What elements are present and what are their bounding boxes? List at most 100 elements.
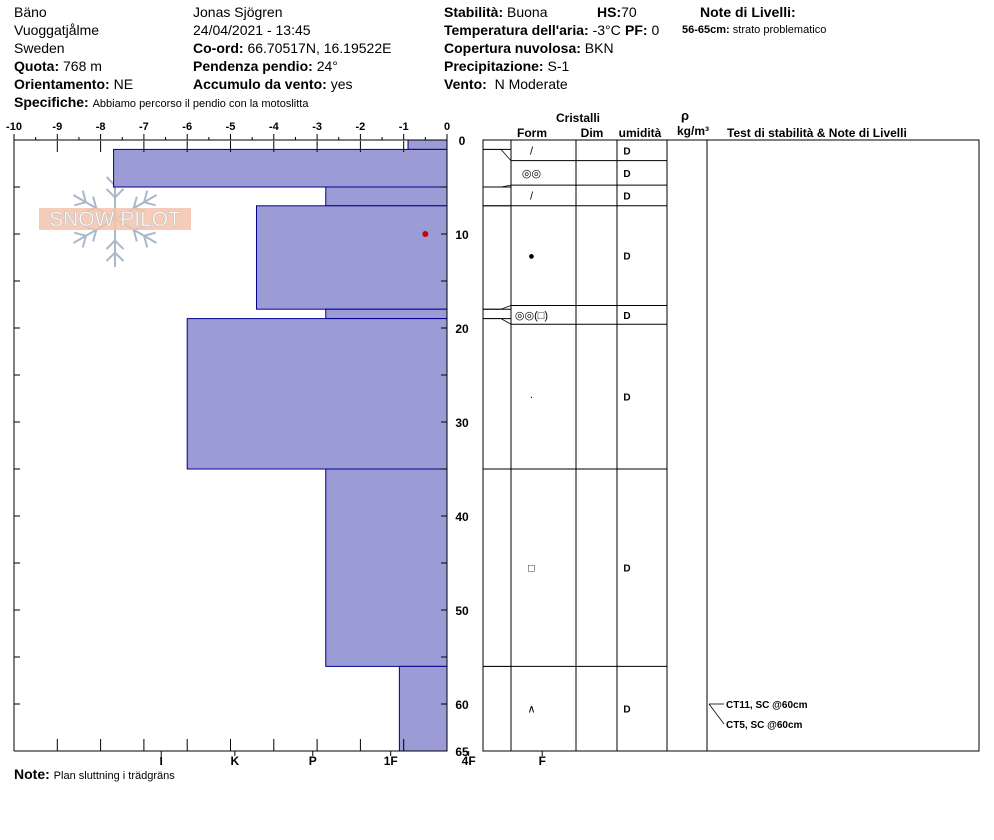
snow-pilot-logo: SNOW PILOT: [39, 171, 191, 267]
snowflake-branch: [74, 231, 87, 237]
hardness-label: F: [539, 754, 546, 768]
crystal-form: /: [530, 190, 534, 202]
cloud-cover: Copertura nuvolosa: BKN: [444, 40, 614, 56]
snowflake-branch: [92, 229, 98, 242]
snowflake-branch: [114, 251, 125, 262]
moisture-value: D: [623, 146, 630, 157]
penetration: PF: 0: [625, 22, 660, 38]
coordinates: Co-ord: 66.70517N, 16.19522E: [193, 40, 391, 56]
top-axis-label: -3: [312, 121, 322, 133]
layer-notes-title: Note di Livelli:: [700, 4, 796, 20]
country-name: Sweden: [14, 40, 65, 56]
note-label: Note:: [14, 766, 50, 782]
table-frame: [482, 139, 980, 752]
moisture-header: umidità: [619, 126, 662, 140]
snowflake-branch: [92, 196, 98, 209]
slope-angle: Pendenza pendio: 24°: [193, 58, 338, 74]
moisture-value: D: [623, 311, 630, 322]
depth-label: 30: [455, 416, 469, 430]
snowflake-branch: [143, 235, 149, 248]
temperature-point: [422, 231, 429, 237]
coords-label: Co-ord:: [193, 40, 244, 56]
snowflake-branch: [143, 201, 156, 207]
crystal-form: ·: [530, 392, 534, 404]
wind-loading: Accumulo da vento: yes: [193, 76, 352, 92]
pf-label: PF:: [625, 22, 648, 38]
snowflake-branch: [81, 190, 87, 203]
moisture-value: D: [623, 705, 630, 716]
top-axis-label: -9: [52, 121, 62, 133]
depth-label: 10: [455, 228, 469, 242]
snowflake-branch: [105, 188, 116, 199]
moisture-value: D: [623, 169, 630, 180]
hs-label: HS:: [597, 4, 622, 20]
hardness-bar: [407, 139, 448, 150]
specifics: Specifiche: Abbiamo percorso il pendio c…: [14, 94, 308, 112]
depth-label: 60: [455, 698, 469, 712]
hardness-bars: [113, 139, 448, 752]
hardness-bar: [325, 186, 448, 207]
slope-value: 24°: [316, 58, 338, 74]
observation-datetime: 24/04/2021 - 13:45: [193, 22, 311, 38]
depth-label: 20: [455, 322, 469, 336]
hardness-bar: [113, 148, 448, 188]
density-symbol: ρ: [681, 108, 689, 123]
stability-test: CT5, SC @60cm: [726, 720, 803, 731]
snowflake-branch: [105, 251, 116, 262]
layer-connector: [483, 149, 512, 161]
crystal-form: ◎◎(□): [515, 310, 548, 322]
depth-label: 65: [455, 745, 469, 759]
top-axis-label: -1: [399, 121, 409, 133]
size-header: Dim: [581, 126, 604, 140]
crystals-header: Cristalli: [556, 111, 600, 125]
snowflake-branch: [132, 196, 138, 209]
layer-note-text: strato problematico: [732, 24, 827, 36]
wind-label: Vento:: [444, 76, 487, 92]
depth-label: 0: [459, 134, 466, 148]
layer-connector: [483, 318, 512, 325]
elevation-label: Quota:: [14, 58, 60, 74]
snowflake-branch: [105, 239, 116, 250]
logo-text: SNOW PILOT: [49, 208, 181, 231]
top-axis-label: -10: [6, 121, 22, 133]
hardness-label: P: [309, 754, 317, 768]
test-pointer: [708, 703, 725, 725]
crystal-form: /: [530, 145, 534, 157]
hardness-label: 1F: [384, 754, 398, 768]
specifics-label: Specifiche:: [14, 94, 89, 110]
stability-value: Buona: [507, 4, 548, 20]
top-axis-label: -5: [226, 121, 236, 133]
depth-label: 40: [455, 510, 469, 524]
layer-table: / D ◎◎ D / D ● D ◎◎(□) D · D □ D ∧ D CT11, SC @60cm CT5, …: [482, 139, 980, 752]
wind-loading-value: yes: [330, 76, 353, 92]
layer-connector: [483, 305, 512, 310]
density-unit: kg/m³: [677, 124, 709, 138]
wind-loading-label: Accumulo da vento:: [193, 76, 327, 92]
note-value: Plan sluttning i trädgräns: [53, 770, 175, 782]
air-temp-label: Temperatura dell'aria:: [444, 22, 589, 38]
observer-name: Jonas Sjögren: [193, 4, 283, 20]
region-name: Vuoggatjålme: [14, 22, 100, 38]
top-axis-label: 0: [444, 121, 450, 133]
moisture-value: D: [623, 393, 630, 404]
top-axis-label: -2: [356, 121, 366, 133]
stability-label: Stabilità:: [444, 4, 504, 20]
aspect-value: NE: [113, 76, 134, 92]
air-temperature: Temperatura dell'aria: -3°C: [444, 22, 621, 38]
hardness-label: I: [160, 754, 163, 768]
hardness-label: K: [230, 754, 239, 768]
precip-label: Precipitazione:: [444, 58, 544, 74]
stability-test: CT11, SC @60cm: [726, 700, 808, 711]
crystal-form: □: [528, 563, 535, 575]
pf-value: 0: [651, 22, 660, 38]
snowflake-branch: [132, 229, 138, 242]
wind: Vento: N Moderate: [444, 76, 568, 92]
snowflake-branch: [114, 239, 125, 250]
moisture-value: D: [623, 252, 630, 263]
air-temp-value: -3°C: [592, 22, 621, 38]
aspect-label: Orientamento:: [14, 76, 110, 92]
top-axis-label: -6: [182, 121, 192, 133]
temperature-points: [422, 231, 429, 237]
